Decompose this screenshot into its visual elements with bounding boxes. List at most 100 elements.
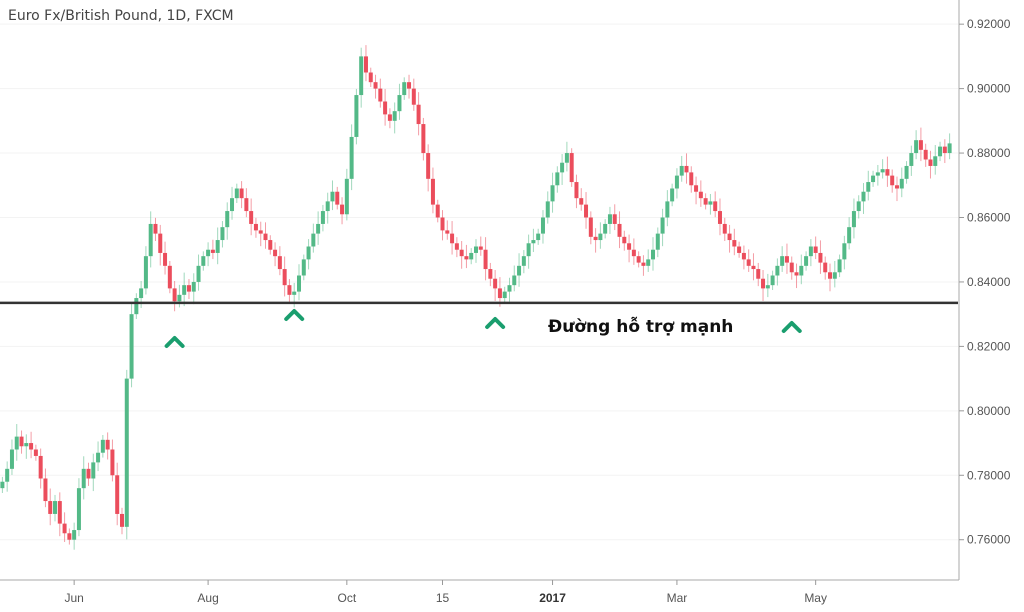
candle-body [933, 156, 938, 166]
candle-body [14, 436, 19, 450]
candle-body [19, 436, 24, 447]
candle-body [273, 249, 278, 257]
candle-body [947, 143, 952, 154]
candle-body [918, 140, 923, 150]
candle-body [689, 172, 694, 186]
support-label: Đường hỗ trợ mạnh [548, 315, 733, 337]
candle-body [62, 523, 67, 534]
candle-body [96, 452, 101, 463]
candle-body [105, 439, 110, 450]
candle-body [282, 269, 287, 286]
candle-body [115, 475, 120, 514]
candle-body [440, 217, 445, 231]
candle-body [493, 278, 498, 289]
candle-body [813, 246, 818, 253]
candle-body [43, 478, 48, 502]
candle-body [435, 204, 440, 218]
candle-body [478, 246, 483, 250]
candle-body [459, 249, 464, 257]
candle-body [536, 233, 541, 241]
candle-body [823, 262, 828, 273]
candle-body [430, 178, 435, 205]
candle-body [220, 227, 225, 241]
candle-body [837, 259, 842, 273]
candle-body [942, 146, 947, 154]
candle-body [167, 265, 172, 289]
candle-body [320, 211, 325, 224]
candle-body [153, 223, 158, 234]
candle-body [244, 198, 249, 212]
candle-body [9, 449, 14, 469]
candle-body [383, 101, 388, 115]
candle-body [311, 233, 316, 247]
y-tick-label: 0.80000 [967, 404, 1011, 418]
candle-body [263, 233, 268, 241]
candle-body [885, 169, 890, 176]
candle-body [713, 201, 718, 212]
candle-body [110, 449, 115, 476]
candle-body [899, 178, 904, 189]
candle-body [172, 288, 177, 302]
candle-body [780, 256, 785, 266]
candle-body [124, 378, 129, 527]
candle-body [808, 246, 813, 257]
candle-body [569, 153, 574, 183]
candle-body [57, 501, 62, 524]
candle-body [421, 124, 426, 154]
x-tick-label: Oct [337, 591, 356, 605]
candle-body [584, 204, 589, 218]
candle-body [206, 249, 211, 257]
candle-body [540, 217, 545, 234]
candle-body [296, 275, 301, 292]
candle-body [765, 285, 770, 289]
candle-body [531, 240, 536, 244]
axes: 0.92000 0.90000 0.88000 0.86000 0.84000 0.820… [0, 0, 1011, 605]
candle-body [100, 439, 105, 453]
candle-body [861, 191, 866, 202]
candle-body [674, 175, 679, 189]
candle-body [507, 285, 512, 292]
candle-body [737, 246, 742, 253]
candle-body [277, 256, 282, 270]
candle-body [923, 149, 928, 160]
candle-body [938, 146, 943, 157]
candle-body [909, 153, 914, 166]
candle-body [91, 462, 96, 479]
candle-body [579, 198, 584, 205]
candle-body [665, 201, 670, 218]
grid [0, 23, 958, 541]
candle-body [804, 256, 809, 266]
candle-body [230, 198, 235, 212]
candle-body [646, 259, 651, 266]
candle-body [593, 236, 598, 241]
candle-body [72, 530, 77, 540]
candle-body [875, 172, 880, 176]
candle-body [177, 294, 182, 302]
y-tick-label: 0.84000 [967, 275, 1011, 289]
candle-body [158, 233, 163, 253]
candle-body [387, 114, 392, 121]
candle-body [722, 223, 727, 234]
candle-body [564, 153, 569, 163]
candle-body [574, 182, 579, 199]
up-arrow-icon [781, 321, 802, 333]
candle-body [24, 443, 29, 447]
candle-body [847, 227, 852, 244]
candle-body [402, 82, 407, 96]
candle-body [828, 272, 833, 279]
candle-body [210, 249, 215, 253]
candle-body [717, 211, 722, 224]
candle-body [253, 223, 258, 231]
candle-body [368, 72, 373, 83]
candle-body [335, 191, 340, 205]
candle-body [871, 175, 876, 183]
x-tick-label: Mar [667, 591, 688, 605]
candle-body [234, 188, 239, 199]
up-arrow-icon [284, 309, 305, 321]
candle-body [851, 211, 856, 228]
candle-body [694, 185, 699, 192]
candle-body [287, 285, 292, 295]
candle-body [617, 223, 622, 237]
